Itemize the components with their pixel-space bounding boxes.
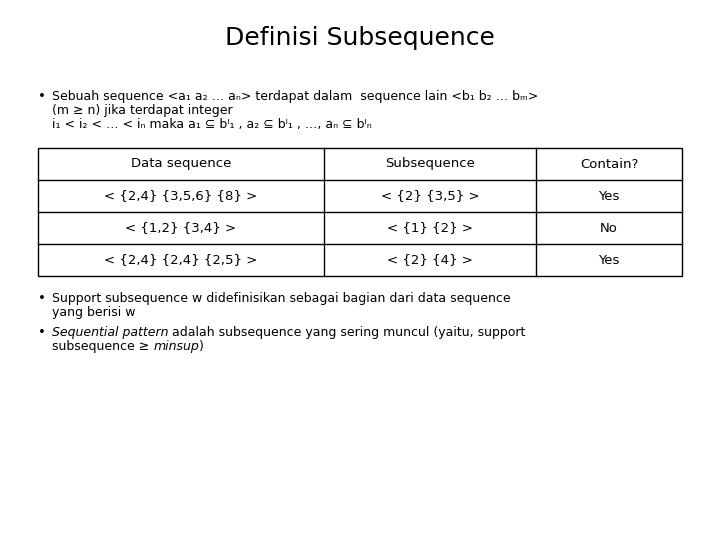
Text: ): ) xyxy=(199,340,204,353)
Text: i₁ < i₂ < … < iₙ maka a₁ ⊆ bᴵ₁ , a₂ ⊆ bᴵ₁ , …, aₙ ⊆ bᴵₙ: i₁ < i₂ < … < iₙ maka a₁ ⊆ bᴵ₁ , a₂ ⊆ bᴵ… xyxy=(52,118,372,131)
Text: < {1,2} {3,4} >: < {1,2} {3,4} > xyxy=(125,221,237,234)
Text: Sebuah sequence <a₁ a₂ … aₙ> terdapat dalam  sequence lain <b₁ b₂ … bₘ>: Sebuah sequence <a₁ a₂ … aₙ> terdapat da… xyxy=(52,90,539,103)
Text: Yes: Yes xyxy=(598,190,620,202)
Text: subsequence ≥: subsequence ≥ xyxy=(52,340,153,353)
Text: Sequential pattern: Sequential pattern xyxy=(52,326,168,339)
Text: adalah subsequence yang sering muncul (yaitu, support: adalah subsequence yang sering muncul (y… xyxy=(168,326,526,339)
Text: Yes: Yes xyxy=(598,253,620,267)
Text: Definisi Subsequence: Definisi Subsequence xyxy=(225,26,495,50)
Text: yang berisi w: yang berisi w xyxy=(52,306,135,319)
Text: •: • xyxy=(38,90,46,103)
Bar xyxy=(38,148,682,276)
Text: Contain?: Contain? xyxy=(580,158,638,171)
Text: Subsequence: Subsequence xyxy=(385,158,475,171)
Text: Data sequence: Data sequence xyxy=(131,158,231,171)
Text: •: • xyxy=(38,326,46,339)
Text: •: • xyxy=(38,292,46,305)
Text: < {2,4} {2,4} {2,5} >: < {2,4} {2,4} {2,5} > xyxy=(104,253,258,267)
Text: (m ≥ n) jika terdapat integer: (m ≥ n) jika terdapat integer xyxy=(52,104,233,117)
Text: < {2} {4} >: < {2} {4} > xyxy=(387,253,473,267)
Text: < {2} {3,5} >: < {2} {3,5} > xyxy=(381,190,480,202)
Text: No: No xyxy=(600,221,618,234)
Text: < {2,4} {3,5,6} {8} >: < {2,4} {3,5,6} {8} > xyxy=(104,190,258,202)
Text: < {1} {2} >: < {1} {2} > xyxy=(387,221,473,234)
Text: Support subsequence w didefinisikan sebagai bagian dari data sequence: Support subsequence w didefinisikan seba… xyxy=(52,292,510,305)
Text: minsup: minsup xyxy=(153,340,199,353)
